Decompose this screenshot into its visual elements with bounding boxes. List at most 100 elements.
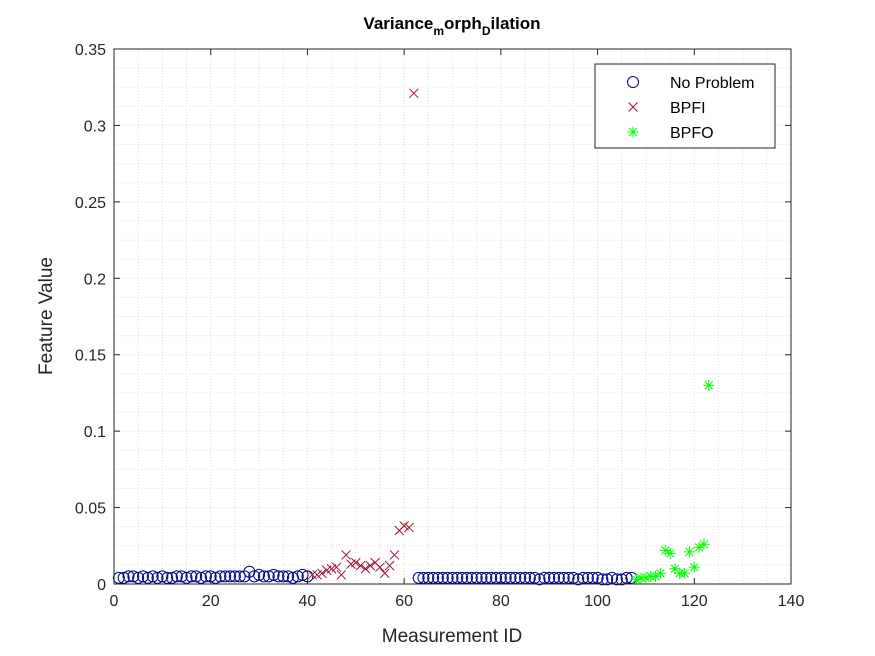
data-point (698, 538, 710, 550)
data-point (336, 569, 347, 580)
data-point (341, 550, 351, 560)
data-point (552, 571, 565, 584)
data-point (365, 560, 376, 571)
data-point (195, 571, 208, 584)
x-tick-label: 60 (395, 593, 413, 610)
data-point (509, 571, 522, 584)
data-point (499, 571, 512, 584)
data-point (151, 571, 164, 584)
legend-label: BPFI (670, 100, 706, 117)
legend-marker-circle (627, 76, 639, 88)
data-point (277, 570, 290, 583)
data-point (257, 570, 270, 583)
legend-label: No Problem (670, 75, 754, 92)
title-end: ilation (491, 14, 541, 33)
chart-title: VariancemorphDilation (363, 14, 540, 38)
data-point (296, 568, 309, 581)
data-point (137, 570, 150, 583)
data-point (446, 571, 459, 584)
data-point (224, 570, 237, 583)
data-point (117, 571, 130, 584)
axes-box (113, 48, 792, 585)
data-marks (112, 88, 715, 586)
data-point (375, 562, 385, 573)
data-point (112, 571, 125, 584)
data-point (533, 573, 546, 586)
data-point (404, 522, 414, 533)
data-point (219, 570, 232, 583)
data-point (228, 570, 241, 583)
data-point (475, 571, 488, 584)
data-point (640, 572, 652, 584)
data-point (209, 571, 222, 584)
data-point (291, 570, 304, 583)
y-tick-label: 0.1 (84, 424, 106, 441)
legend: No Problem BPFI BPFO (594, 63, 776, 149)
data-point (360, 563, 371, 574)
data-point (317, 568, 327, 579)
data-point (654, 567, 666, 579)
data-point (581, 571, 594, 584)
data-point (610, 573, 623, 586)
legend-items: No Problem BPFI BPFO (627, 75, 754, 142)
data-point (659, 544, 671, 556)
data-point (307, 569, 318, 580)
legend-marker-x (628, 102, 638, 112)
data-point (166, 571, 179, 584)
data-point (422, 571, 435, 584)
data-point (441, 571, 454, 584)
x-tick-label: 100 (584, 593, 611, 610)
data-point (127, 570, 140, 583)
data-point (615, 573, 628, 586)
data-point (490, 571, 503, 584)
data-point (331, 562, 342, 573)
title-base: Variance (363, 14, 433, 33)
data-point (669, 563, 681, 575)
data-point (384, 560, 395, 571)
data-point (427, 571, 440, 584)
data-point (557, 571, 570, 584)
data-point (562, 571, 575, 584)
data-point (267, 568, 280, 581)
data-point (262, 570, 275, 583)
data-point (465, 571, 478, 584)
data-point (693, 541, 705, 553)
data-point (514, 571, 527, 584)
data-point (630, 573, 642, 585)
series-no-problem (112, 565, 638, 586)
x-tick-label: 0 (110, 593, 119, 610)
data-point (238, 570, 251, 583)
series-bpfo (630, 379, 715, 585)
y-axis-label: Feature Value (36, 257, 57, 375)
data-point (485, 571, 498, 584)
legend-label: BPFO (670, 125, 714, 142)
data-point (620, 571, 633, 584)
data-point (408, 88, 419, 99)
data-point (141, 571, 154, 584)
data-point (233, 570, 246, 583)
data-point (412, 571, 425, 584)
y-tick-labels: 0 0.05 0.1 0.15 0.2 0.25 0.3 0.35 (75, 42, 106, 594)
x-tick-labels: 0 20 40 60 80 100 120 140 (110, 593, 805, 610)
data-point (679, 567, 691, 579)
data-point (185, 570, 198, 583)
data-point (703, 379, 715, 391)
x-tick-label: 20 (202, 593, 220, 610)
data-point (132, 571, 145, 584)
y-tick-label: 0.05 (75, 501, 106, 518)
data-point (175, 570, 188, 583)
data-point (601, 573, 614, 586)
data-point (577, 571, 590, 584)
legend-box (594, 63, 776, 149)
data-point (146, 570, 159, 583)
data-point (528, 571, 541, 584)
data-point (456, 571, 469, 584)
data-point (272, 570, 285, 583)
title-mid: orph (444, 14, 482, 33)
data-point (253, 568, 266, 581)
x-axis-label: Measurement ID (382, 626, 522, 647)
legend-marker-star (627, 126, 639, 138)
y-tick-label: 0.15 (75, 348, 106, 365)
data-point (204, 570, 217, 583)
data-point (543, 571, 556, 584)
